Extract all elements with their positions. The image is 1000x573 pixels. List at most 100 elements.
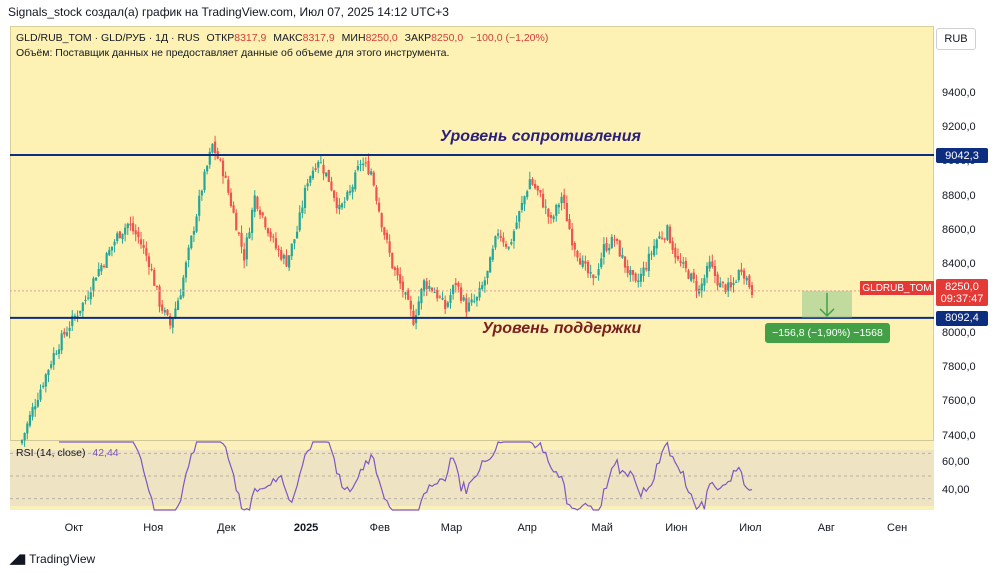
candle (682, 256, 685, 269)
candle (502, 232, 505, 247)
candle (36, 392, 39, 408)
candle-body (631, 270, 635, 275)
legend-open-label: ОТКР (206, 32, 235, 44)
candle (335, 192, 338, 214)
candle (60, 330, 63, 355)
candle-body (301, 207, 304, 213)
candle (481, 281, 484, 291)
candle-body (261, 212, 264, 216)
candle-body (102, 265, 106, 267)
candle (491, 245, 494, 263)
chart-panel[interactable] (10, 26, 934, 510)
candle (438, 294, 441, 299)
candle-body (388, 241, 391, 253)
candle (161, 299, 164, 314)
candle (531, 177, 534, 186)
candle-body (618, 240, 621, 257)
candle-body (377, 202, 381, 212)
legend-low-label: МИН (341, 32, 366, 44)
candle (436, 287, 439, 302)
candle (534, 179, 537, 190)
candle-body (354, 172, 357, 190)
time-tick-label: Июл (739, 522, 762, 534)
candle (645, 261, 648, 272)
candle-body (184, 262, 188, 278)
candle-body (118, 231, 121, 239)
candle (446, 301, 449, 309)
candle-body (457, 282, 460, 287)
chart-caption: Signals_stock создал(а) график на Tradin… (8, 5, 449, 19)
candle-body (235, 212, 238, 231)
time-tick-label: Фев (369, 522, 390, 534)
candle-body (76, 315, 79, 317)
tradingview-mark-icon: ◢▮ (10, 551, 26, 566)
candle (653, 238, 656, 258)
candle-body (454, 282, 457, 285)
candle (121, 233, 124, 244)
candle (176, 297, 180, 311)
candle (309, 175, 312, 187)
candle (690, 272, 693, 283)
candle (412, 304, 415, 326)
candle-body (735, 281, 738, 283)
candle-body (647, 253, 650, 272)
candle (671, 237, 674, 255)
candle-body (391, 252, 394, 269)
candle-body (449, 295, 452, 303)
candle-body (251, 210, 254, 234)
candle (655, 238, 658, 255)
candle (243, 242, 246, 269)
candle (674, 243, 677, 264)
candle-body (293, 239, 296, 244)
candle (473, 294, 476, 304)
price-tick-label: 8800,0 (942, 189, 976, 202)
candle (351, 184, 354, 200)
candle (245, 232, 248, 267)
candle-body (166, 309, 169, 315)
candle-body (71, 315, 74, 327)
candle (422, 278, 426, 297)
candle (489, 256, 492, 273)
candle-body (36, 399, 39, 407)
candle-body (348, 191, 352, 193)
candle-body (512, 231, 516, 242)
candle-body (459, 287, 463, 301)
candle-body (383, 227, 386, 236)
candle-body (219, 159, 222, 161)
candle (221, 157, 225, 184)
candle-body (60, 333, 63, 351)
candle-body (52, 353, 55, 365)
candle (383, 226, 386, 240)
candle (269, 228, 272, 242)
candle-body (507, 246, 510, 249)
candle-body (34, 406, 37, 410)
candle (444, 295, 447, 314)
candle-body (653, 245, 656, 256)
currency-button[interactable]: RUB (936, 28, 976, 50)
candle (113, 239, 116, 253)
candle-body (346, 191, 349, 200)
candle (745, 275, 748, 285)
time-tick-label: Апр (517, 522, 537, 534)
candle-body (68, 327, 71, 331)
candle (282, 253, 285, 265)
candle (684, 257, 687, 273)
candle (44, 373, 47, 393)
rsi-legend[interactable]: RSI (14, close) 42,44 (16, 447, 119, 459)
price-tick-label: 9400,0 (942, 86, 976, 99)
candle-body (414, 315, 418, 324)
candle-body (288, 255, 291, 268)
candle (573, 241, 576, 257)
candle-body (272, 236, 275, 238)
candle-body (629, 269, 632, 276)
candle-body (425, 281, 428, 289)
candle-body (224, 175, 227, 178)
candle (621, 247, 624, 259)
candle-body (441, 298, 444, 300)
candle-body (174, 308, 177, 319)
candle-body (145, 248, 148, 256)
support-price-tag: 8092,4 (936, 310, 988, 326)
candle (213, 135, 217, 161)
candle (330, 176, 333, 192)
